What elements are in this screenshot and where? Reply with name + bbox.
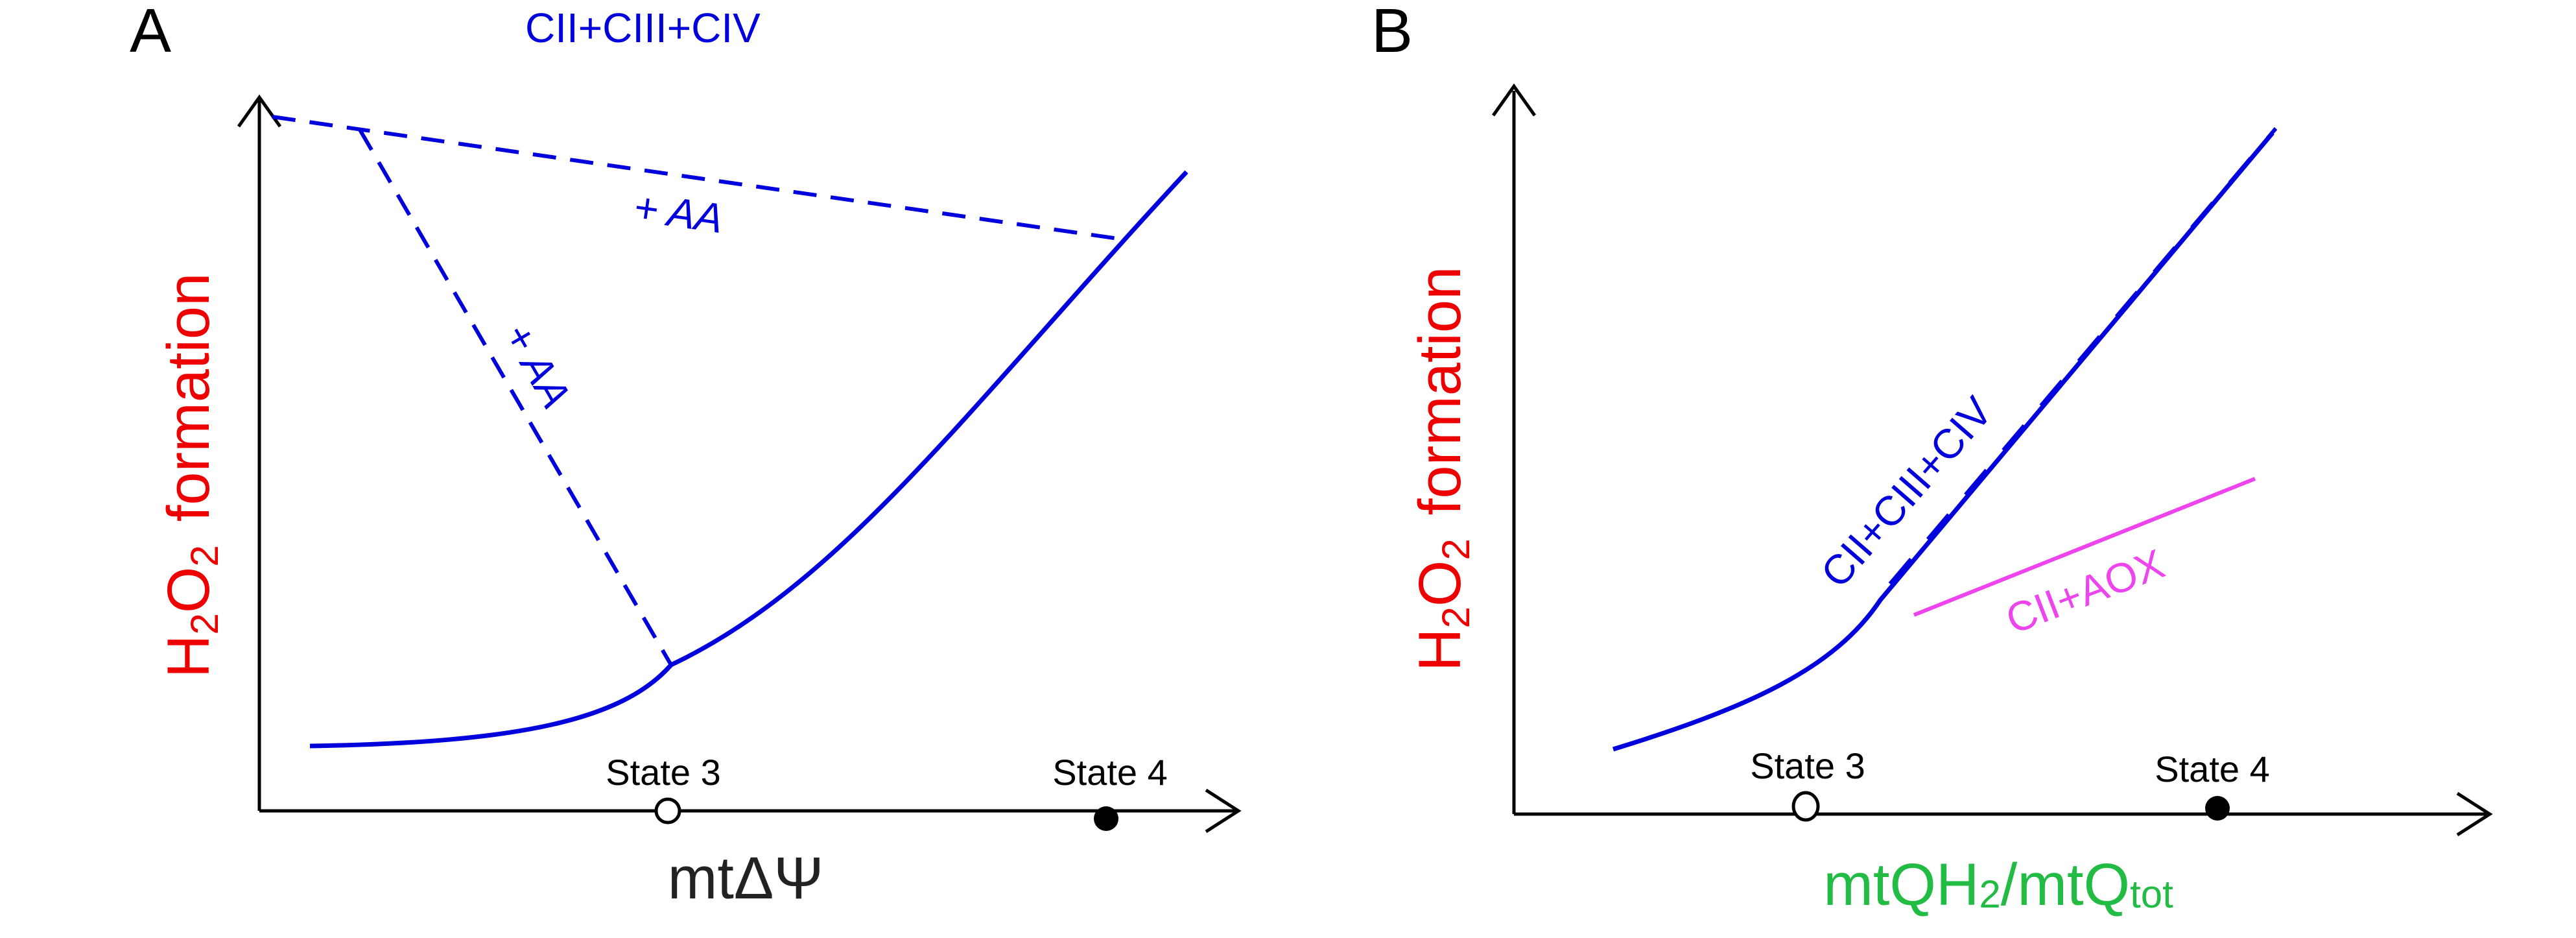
panel-a-ylabel: H2O2formation [156,273,226,678]
panel-a: A CII+CIII+CIV + AA + AA State 3 State 4… [130,0,1242,911]
panel-a-main-curve [309,170,1188,749]
panel-b-dashed-line [1888,127,2278,585]
panel-b-ylabel: H2O2formation [1407,267,1478,671]
panel-a-state3-marker [654,797,681,824]
panel-a-state4-marker [1094,806,1118,831]
panel-a-state4-label: State 4 [1052,752,1167,793]
panel-a-aa-label-upper: + AA [631,184,726,243]
panel-a-aa-line-upper [272,115,1119,241]
panel-b-state4-marker [2205,796,2230,821]
panel-b-aox-line [1913,477,2256,617]
panel-a-xlabel: mtΔΨ [668,845,824,911]
panel-b-letter: B [1371,0,1413,66]
panel-a-state3-label: State 3 [606,752,720,793]
panel-b-y-arrowhead [1491,83,1537,117]
panel-b-x-arrowhead [2456,791,2493,837]
panel-b-aox-label: CII+AOX [2000,540,2170,643]
panel-b-xlabel: mtQH2/mtQtot [1823,852,2173,918]
panel-a-aa-line-lower [358,128,673,666]
panel-b-main-curve [1612,131,2275,752]
panel-b-state3-marker [1791,791,1820,822]
panel-a-title: CII+CIII+CIV [525,5,761,51]
panel-b-state4-label: State 4 [2155,749,2269,789]
panel-a-x-arrowhead [1205,788,1242,834]
panel-b-state3-label: State 3 [1750,745,1865,786]
panel-b: B CII+CIII+CIV CII+AOX State 3 State 4 H… [1371,0,2493,918]
panel-a-letter: A [130,0,171,66]
panel-a-aa-label-lower: + AA [495,315,580,416]
